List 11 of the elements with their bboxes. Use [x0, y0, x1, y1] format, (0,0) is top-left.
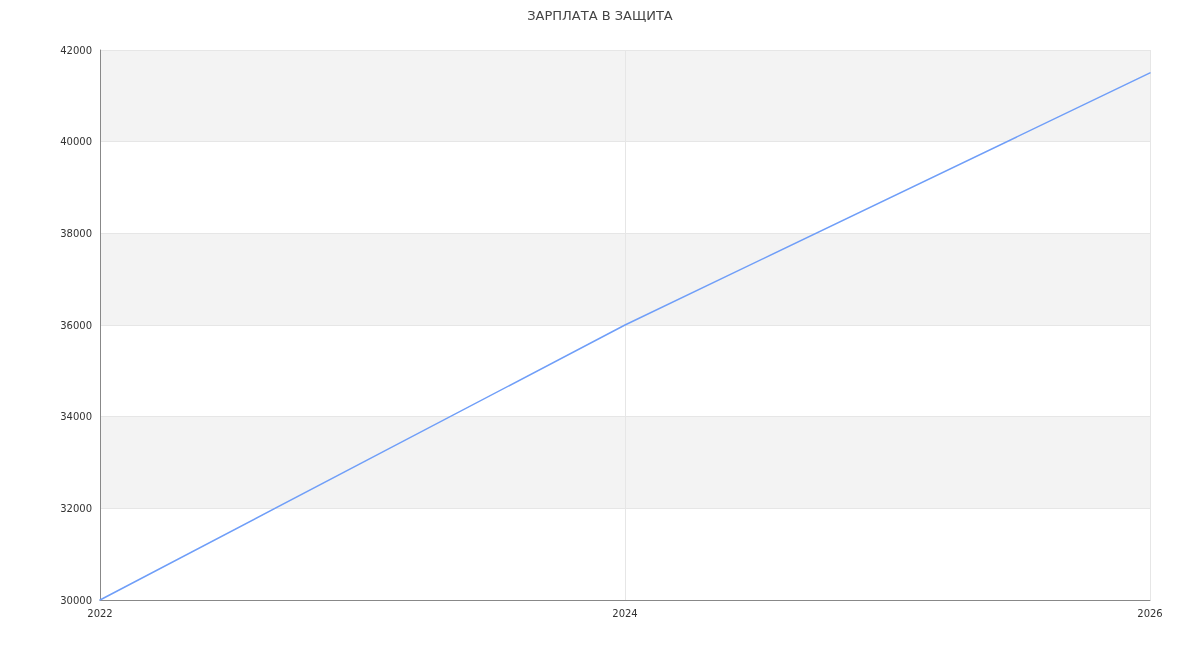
y-tick-label: 30000: [60, 594, 92, 606]
y-tick-label: 36000: [60, 319, 92, 331]
y-tick-label: 42000: [60, 44, 92, 56]
x-tick-label: 2024: [612, 607, 638, 619]
x-tick-label: 2022: [87, 607, 113, 619]
y-tick-label: 38000: [60, 227, 92, 239]
chart-title: ЗАРПЛАТА В ЗАЩИТА: [527, 8, 673, 23]
y-tick-label: 32000: [60, 502, 92, 514]
y-tick-label: 34000: [60, 411, 92, 423]
x-tick-label: 2026: [1137, 607, 1163, 619]
y-tick-label: 40000: [60, 136, 92, 148]
